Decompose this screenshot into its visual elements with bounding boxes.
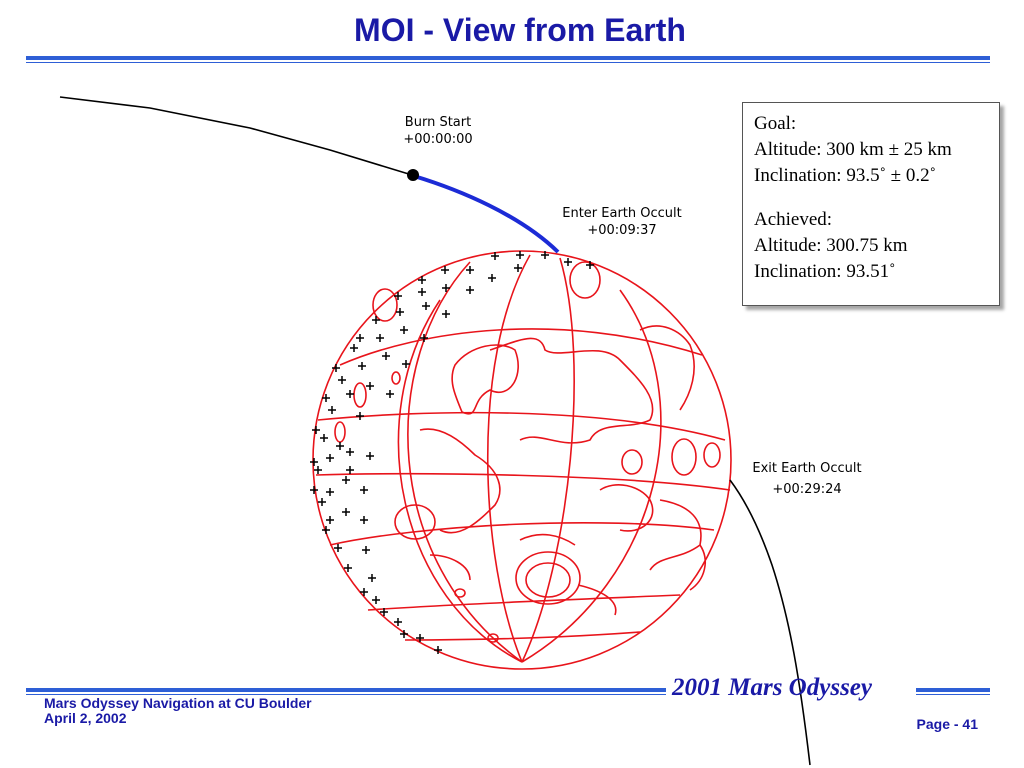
achieved-heading: Achieved: [754,209,833,230]
footer-date: April 2, 2002 [44,710,127,726]
latitude-line [367,594,681,611]
terrain-contour [689,544,706,591]
crater-outline [515,551,581,605]
header-divider [26,56,990,63]
crater-outline [372,288,398,322]
longitude-line [487,254,531,663]
footer-org: Mars Odyssey Navigation at CU Boulder [44,695,312,711]
terrain-contour [519,533,576,546]
crater-outline [487,633,499,643]
longitude-line [407,261,523,663]
enter-occult-time: +00:09:37 [587,223,656,238]
latitude-line [317,411,726,441]
latitude-line [315,473,731,491]
terrain-contour [429,554,471,581]
latitude-line [404,631,641,641]
terrain-contour [639,325,695,411]
terrain-contour [577,584,617,616]
exit-occult-time: +00:29:24 [772,482,841,497]
crater-outline [671,438,697,476]
footer-info: Mars Odyssey Navigation at CU Boulder Ap… [44,696,312,726]
terrain-contour [419,428,501,534]
burn-start-label: Burn Start [405,115,471,130]
longitude-line [521,257,575,663]
latitude-line [329,521,715,546]
terrain-contour [489,337,654,444]
terrain-contour [649,499,702,571]
footer-divider-right [916,688,990,695]
goal-heading: Goal: [754,113,797,134]
slide-title: MOI - View from Earth [354,12,686,48]
enter-occult-label: Enter Earth Occult [562,206,682,221]
terrain-contour [451,344,519,415]
longitude-line [397,299,523,663]
crater-outline [394,504,436,540]
crater-outline [569,261,601,299]
crater-outline [334,421,346,443]
burn-arc [413,174,560,254]
crater-outline [454,588,466,598]
trajectory-line [729,479,811,766]
results-box: Goal: Altitude: 300 km ± 25 km Inclinati… [742,102,1000,306]
latitude-line [339,328,703,366]
planet-outline [312,250,732,670]
crater-outline [353,382,367,408]
exit-occult-label: Exit Earth Occult [752,461,861,476]
mars-globe [312,250,732,670]
burn-start-marker [407,169,419,181]
footer-brand: 2001 Mars Odyssey [672,674,872,701]
footer-divider-left [26,688,666,695]
burn-start-time: +00:00:00 [403,132,472,147]
achieved-altitude: Altitude: 300.75 km [754,235,908,256]
achieved-inclination: Inclination: 93.51˚ [754,261,896,282]
crater-outline [621,449,643,475]
page-number: Page - 41 [916,716,978,732]
station-markers [310,251,594,654]
trajectory-line [59,96,413,176]
goal-altitude: Altitude: 300 km ± 25 km [754,139,952,160]
crater-outline [391,371,401,385]
terrain-contour [599,484,654,532]
crater-outline [703,442,721,468]
goal-inclination: Inclination: 93.5˚ ± 0.2˚ [754,165,936,186]
crater-outline [525,562,571,598]
longitude-line [521,289,662,663]
